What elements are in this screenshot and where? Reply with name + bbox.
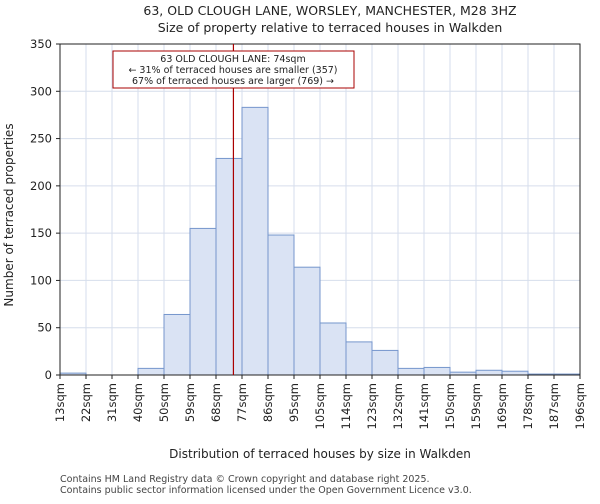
bar-132sqm [397, 367, 425, 376]
x-tick-label-17: 169sqm [495, 383, 509, 429]
y-axis: 0 50 100 150 200 250 300 350 [30, 37, 60, 382]
x-tick-label-12: 123sqm [365, 383, 379, 429]
x-tick-label-4: 50sqm [157, 383, 171, 422]
bar-68sqm [215, 157, 243, 376]
bar-114sqm [345, 341, 373, 376]
footer-line-2: Contains public sector information licen… [60, 485, 472, 496]
x-tick-label-6: 68sqm [209, 383, 223, 422]
bar-59sqm [189, 227, 217, 376]
x-tick-label-7: 77sqm [235, 383, 249, 422]
y-tick-label-6: 300 [30, 84, 52, 98]
bar-86sqm [267, 234, 295, 376]
x-tick-label-13: 132sqm [391, 383, 405, 429]
x-axis-label: Distribution of terraced houses by size … [169, 447, 471, 461]
chart-title: 63, OLD CLOUGH LANE, WORSLEY, MANCHESTER… [143, 3, 516, 18]
x-tick-label-3: 40sqm [131, 383, 145, 422]
bar-50sqm [163, 313, 191, 376]
bar-141sqm [423, 366, 451, 376]
x-tick-label-20: 196sqm [573, 383, 587, 429]
y-tick-label-3: 150 [30, 226, 52, 240]
x-tick-label-0: 13sqm [53, 383, 67, 422]
marker-annotation: 63 OLD CLOUGH LANE: 74sqm ← 31% of terra… [112, 50, 355, 89]
x-axis: 13sqm 22sqm 31sqm 40sqm 50sqm 59sqm 68sqm 77sqm… [53, 375, 587, 429]
x-tick-label-2: 31sqm [105, 383, 119, 422]
x-tick-label-1: 22sqm [79, 383, 93, 422]
x-tick-label-16: 159sqm [469, 383, 483, 429]
annotation-line-1: 63 OLD CLOUGH LANE: 74sqm [160, 54, 305, 65]
y-tick-label-4: 200 [30, 179, 52, 193]
y-axis-label: Number of terraced properties [2, 123, 16, 306]
chart-subtitle: Size of property relative to terraced ho… [158, 20, 503, 35]
bars [59, 106, 581, 376]
y-tick-label-7: 350 [30, 37, 52, 51]
x-tick-label-14: 141sqm [417, 383, 431, 429]
x-tick-label-19: 187sqm [547, 383, 561, 429]
bar-123sqm [371, 349, 399, 376]
annotation-line-3: 67% of terraced houses are larger (769) … [132, 76, 334, 87]
annotation-box [112, 50, 355, 89]
footer-line-1: Contains HM Land Registry data © Crown c… [60, 474, 430, 485]
bar-95sqm [293, 266, 321, 376]
x-tick-label-18: 178sqm [521, 383, 535, 429]
y-tick-label-2: 100 [30, 273, 52, 287]
bar-169sqm [501, 370, 529, 376]
x-tick-label-9: 95sqm [287, 383, 301, 422]
y-tick-label-5: 250 [30, 132, 52, 146]
y-tick-label-1: 50 [37, 321, 52, 335]
bar-105sqm [319, 322, 347, 376]
bar-159sqm [475, 369, 503, 376]
x-tick-label-15: 150sqm [443, 383, 457, 429]
x-tick-label-5: 59sqm [183, 383, 197, 422]
x-tick-label-10: 105sqm [313, 383, 327, 429]
x-tick-label-8: 86sqm [261, 383, 275, 422]
x-tick-label-11: 114sqm [339, 383, 353, 429]
y-tick-label-0: 0 [45, 368, 52, 382]
annotation-line-2: ← 31% of terraced houses are smaller (35… [128, 65, 337, 76]
bar-77sqm [241, 106, 269, 376]
bar-40sqm [137, 367, 165, 376]
